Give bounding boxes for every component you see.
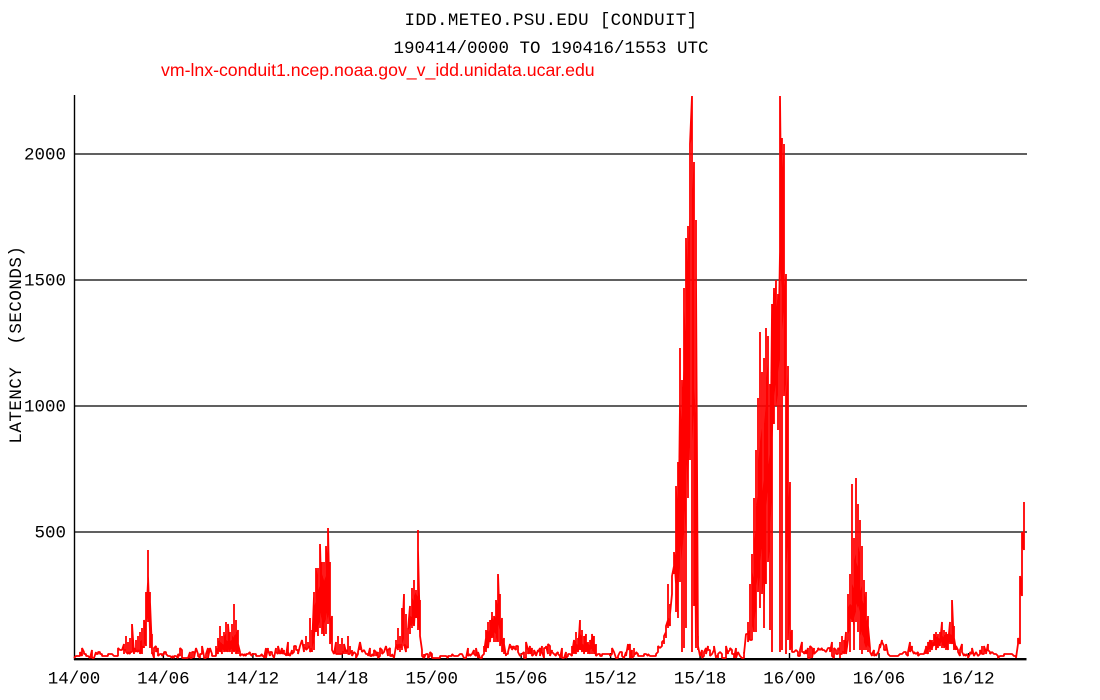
svg-text:16/12: 16/12: [942, 670, 995, 690]
svg-text:14/00: 14/00: [48, 670, 101, 690]
svg-text:190414/0000 TO 190416/1553 UTC: 190414/0000 TO 190416/1553 UTC: [393, 39, 708, 59]
svg-text:1500: 1500: [24, 272, 66, 292]
svg-text:14/18: 14/18: [316, 670, 369, 690]
svg-text:15/12: 15/12: [584, 670, 637, 690]
svg-text:LATENCY (SECONDS): LATENCY (SECONDS): [7, 246, 27, 444]
svg-text:14/12: 14/12: [227, 670, 280, 690]
svg-text:1000: 1000: [24, 398, 66, 418]
svg-text:vm-lnx-conduit1.ncep.noaa.gov_: vm-lnx-conduit1.ncep.noaa.gov_v_idd.unid…: [161, 60, 595, 81]
svg-text:2000: 2000: [24, 146, 66, 166]
svg-text:15/00: 15/00: [406, 670, 459, 690]
svg-text:14/06: 14/06: [137, 670, 190, 690]
svg-text:500: 500: [34, 524, 66, 544]
svg-text:15/06: 15/06: [495, 670, 548, 690]
svg-text:16/06: 16/06: [853, 670, 906, 690]
svg-text:IDD.METEO.PSU.EDU [CONDUIT]: IDD.METEO.PSU.EDU [CONDUIT]: [405, 11, 698, 31]
svg-text:16/00: 16/00: [763, 670, 816, 690]
svg-text:15/18: 15/18: [674, 670, 727, 690]
